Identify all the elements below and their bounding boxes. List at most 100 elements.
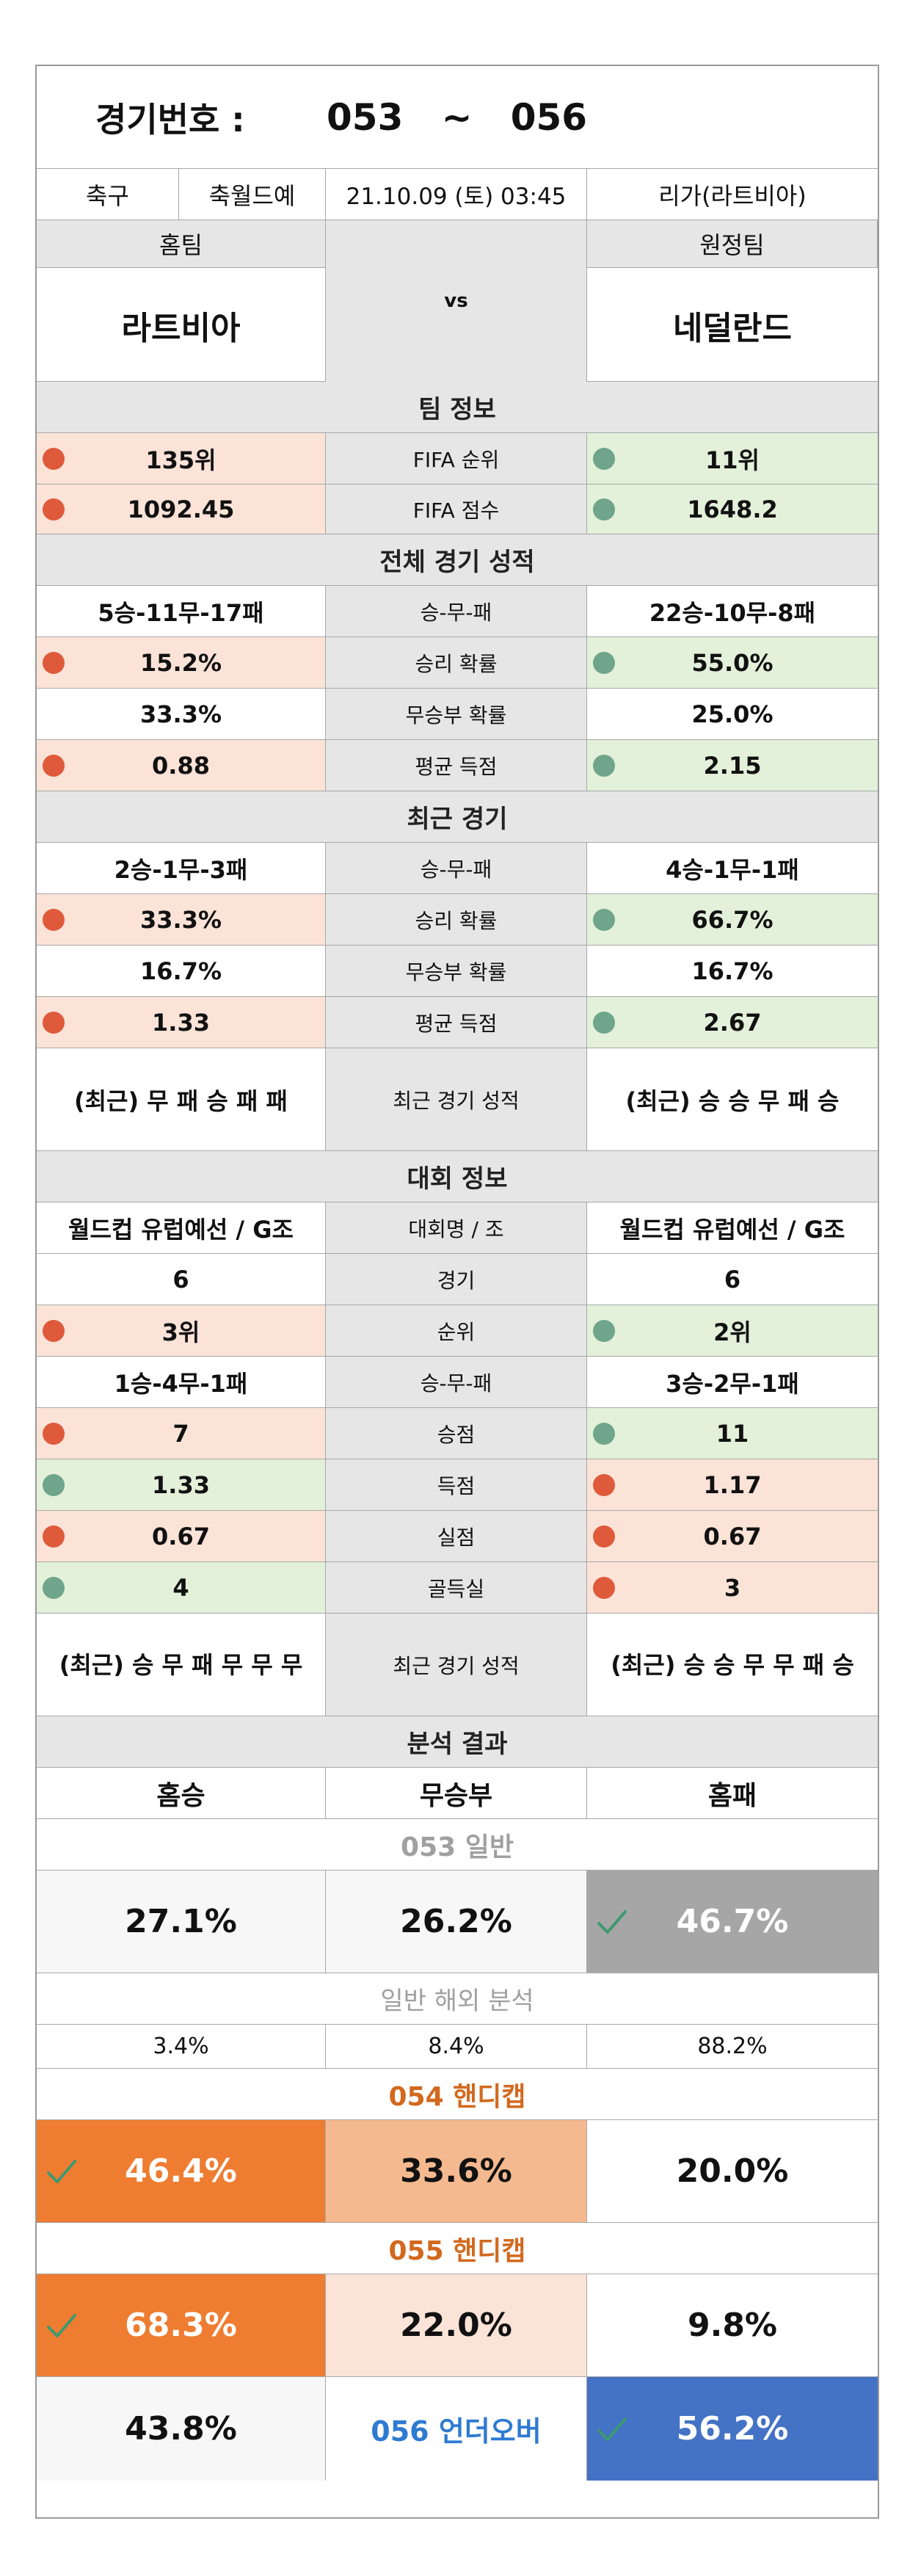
red-dot-icon <box>43 1011 65 1034</box>
col-draw: 무승부 <box>326 1768 587 1818</box>
green-dot-icon <box>593 754 615 777</box>
stat-row: 6 경기 6 <box>37 1254 878 1305</box>
stat-label: FIFA 점수 <box>326 485 587 534</box>
stat-label: 승-무-패 <box>326 1357 587 1407</box>
home-value: 0.88 <box>37 740 326 791</box>
red-dot-icon <box>43 447 65 470</box>
home-value: 6 <box>37 1254 326 1305</box>
h055-home-loss: 9.8% <box>687 2307 778 2344</box>
h054-title: 054 핸디캡 <box>388 2081 526 2112</box>
stat-label: 승-무-패 <box>326 586 587 636</box>
overseas-title: 일반 해외 분석 <box>380 1987 534 2016</box>
stat-label: 평균 득점 <box>326 740 587 791</box>
red-dot-icon <box>43 498 65 520</box>
stat-label: 최근 경기 성적 <box>326 1614 587 1716</box>
stat-row: 1.33 평균 득점 2.67 <box>37 997 878 1048</box>
green-dot-icon <box>593 498 615 520</box>
h054-home-win: 46.4% <box>37 2120 326 2222</box>
red-dot-icon <box>593 1473 615 1496</box>
section-title: 대회 정보 <box>407 1164 508 1194</box>
green-dot-icon <box>43 1473 65 1496</box>
away-value: 16.7% <box>691 957 774 985</box>
col-home-win: 홈승 <box>37 1768 326 1818</box>
stat-label: 승점 <box>326 1408 587 1459</box>
red-dot-icon <box>43 754 65 777</box>
stat-row: 16.7% 무승부 확률 16.7% <box>37 946 878 997</box>
ou-over: 56.2% <box>587 2377 878 2481</box>
home-team-name: 라트비아 <box>37 268 326 382</box>
teams-row: 홈팀 라트비아 vs 원정팀 네덜란드 <box>37 220 878 382</box>
stat-label: 득점 <box>326 1459 587 1510</box>
home-value: 1승-4무-1패 <box>37 1357 326 1407</box>
home-value: 33.3% <box>37 894 326 945</box>
section-recent: 최근 경기 <box>37 791 878 843</box>
stat-label: 승리 확률 <box>326 637 587 688</box>
away-value: 2위 <box>587 1305 878 1356</box>
check-icon <box>47 2159 76 2183</box>
stat-label: 경기 <box>326 1254 587 1305</box>
datetime: 21.10.09 (토) 03:45 <box>326 169 587 219</box>
section-title: 최근 경기 <box>407 805 508 834</box>
h054-home-loss: 20.0% <box>676 2152 789 2190</box>
home-value: 1.33 <box>37 1459 326 1510</box>
away-team-name: 네덜란드 <box>673 309 792 347</box>
home-value: 4 <box>37 1562 326 1613</box>
check-icon <box>597 2417 627 2441</box>
h055-row: 68.3% 22.0% 9.8% <box>37 2274 878 2377</box>
home-value: 33.3% <box>37 689 326 739</box>
h055-title-row: 055 핸디캡 <box>37 2223 878 2274</box>
league: 리가(라트비아) <box>658 181 807 210</box>
away-value: 1648.2 <box>587 485 878 534</box>
stat-row: 15.2% 승리 확률 55.0% <box>37 637 878 689</box>
stat-row: 33.3% 무승부 확률 25.0% <box>37 689 878 740</box>
stat-row: 5승-11무-17패 승-무-패 22승-10무-8패 <box>37 586 878 637</box>
home-value: 16.7% <box>37 946 326 996</box>
away-team-label: 원정팀 <box>587 220 878 268</box>
home-value: 15.2% <box>37 637 326 688</box>
away-value: 1.17 <box>587 1459 878 1510</box>
red-dot-icon <box>43 1422 65 1445</box>
away-value: 4승-1무-1패 <box>666 855 799 884</box>
section-overall: 전체 경기 성적 <box>37 534 878 586</box>
event: 축월드예 <box>179 169 326 219</box>
general-title: 053 일반 <box>401 1832 514 1862</box>
away-value: 11위 <box>587 433 878 484</box>
match-sheet: 경기번호 : 053 ~ 056 축구 축월드예 21.10.09 (토) 03… <box>35 65 879 2519</box>
stat-label: 최근 경기 성적 <box>326 1048 587 1150</box>
red-dot-icon <box>593 1525 615 1548</box>
green-dot-icon <box>43 1576 65 1599</box>
home-value: 1092.45 <box>37 485 326 534</box>
red-dot-icon <box>43 651 65 674</box>
home-value: 5승-11무-17패 <box>37 586 326 636</box>
check-icon <box>597 1909 627 1934</box>
ou-under: 43.8% <box>37 2377 326 2481</box>
stat-label: 무승부 확률 <box>326 689 587 739</box>
home-value: (최근) 승 무 패 무 무 무 <box>37 1614 326 1716</box>
match-number-range: 053 ~ 056 <box>327 96 588 139</box>
away-value: (최근) 승 승 무 패 승 <box>625 1086 840 1115</box>
away-value: 66.7% <box>587 894 878 945</box>
stat-label: 골득실 <box>326 1562 587 1613</box>
green-dot-icon <box>593 1319 615 1342</box>
away-value: 2.15 <box>587 740 878 791</box>
general-home-win: 27.1% <box>37 1871 326 1973</box>
stat-row: 1승-4무-1패 승-무-패 3승-2무-1패 <box>37 1357 878 1408</box>
stat-label: 대회명 / 조 <box>326 1202 587 1253</box>
ou-title: 056 언더오버 <box>326 2377 587 2481</box>
green-dot-icon <box>593 1011 615 1034</box>
ou-row: 43.8% 056 언더오버 56.2% <box>37 2377 878 2481</box>
section-team-info: 팀 정보 <box>37 382 878 433</box>
header-row: 경기번호 : 053 ~ 056 <box>37 66 878 169</box>
h055-home-win: 68.3% <box>37 2274 326 2376</box>
general-row: 27.1% 26.2% 46.7% <box>37 1871 878 1973</box>
away-value: 월드컵 유럽예선 / G조 <box>619 1215 845 1244</box>
stat-label: FIFA 순위 <box>326 433 587 484</box>
red-dot-icon <box>43 908 65 931</box>
stat-row: 33.3% 승리 확률 66.7% <box>37 894 878 946</box>
home-value: 7 <box>37 1408 326 1459</box>
h055-title: 055 핸디캡 <box>388 2235 526 2266</box>
away-value: 55.0% <box>587 637 878 688</box>
stat-label: 승-무-패 <box>326 843 587 893</box>
section-title: 전체 경기 성적 <box>379 548 535 577</box>
stat-row: 월드컵 유럽예선 / G조 대회명 / 조 월드컵 유럽예선 / G조 <box>37 1202 878 1254</box>
